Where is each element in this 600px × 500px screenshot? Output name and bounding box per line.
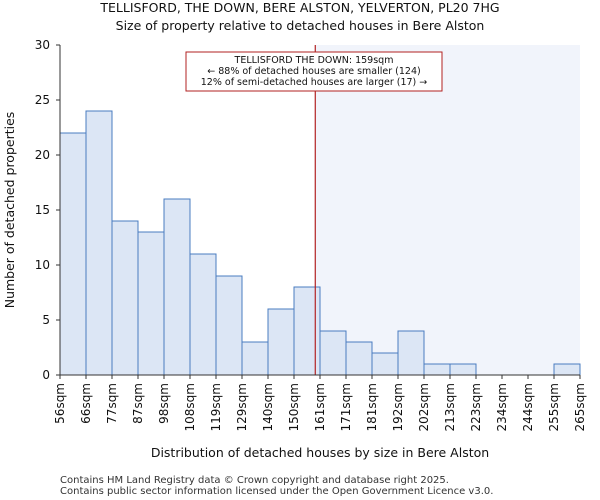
annotation-line3: 12% of semi-detached houses are larger (… xyxy=(201,77,428,88)
bar-150sqm xyxy=(293,286,321,376)
bars-group xyxy=(59,110,581,376)
x-tick-label-98sqm: 98sqm xyxy=(157,383,171,424)
y-tick-label-15: 15 xyxy=(35,203,50,217)
x-tick-label-161sqm: 161sqm xyxy=(313,383,327,431)
y-tick-label-20: 20 xyxy=(35,148,50,162)
bar-181sqm xyxy=(371,352,399,376)
x-tick-label-119sqm: 119sqm xyxy=(209,383,223,431)
bar-161sqm xyxy=(319,330,347,376)
y-tick-label-25: 25 xyxy=(35,93,50,107)
x-tick-label-202sqm: 202sqm xyxy=(417,383,431,431)
highlight-region xyxy=(315,45,580,375)
x-tick-label-56sqm: 56sqm xyxy=(53,383,67,424)
x-tick-label-87sqm: 87sqm xyxy=(131,383,145,424)
x-tick-label-129sqm: 129sqm xyxy=(235,383,249,431)
bar-108sqm xyxy=(189,253,217,376)
y-tick-label-0: 0 xyxy=(42,368,50,382)
y-tick-label-30: 30 xyxy=(35,38,50,52)
x-tick-label-234sqm: 234sqm xyxy=(495,383,509,431)
annotation-line1: TELLISFORD THE DOWN: 159sqm xyxy=(234,55,394,66)
x-tick-label-255sqm: 255sqm xyxy=(547,383,561,431)
x-tick-label-77sqm: 77sqm xyxy=(105,383,119,424)
bar-202sqm xyxy=(423,363,451,376)
x-tick-label-244sqm: 244sqm xyxy=(521,383,535,431)
annotation-border xyxy=(185,51,443,92)
bar-56sqm xyxy=(59,132,87,376)
x-tick-label-181sqm: 181sqm xyxy=(365,383,379,431)
annotation-box: TELLISFORD THE DOWN: 159sqm ← 88% of det… xyxy=(185,51,443,92)
bar-66sqm xyxy=(85,110,113,376)
x-tick-label-150sqm: 150sqm xyxy=(287,383,301,431)
bar-213sqm xyxy=(449,363,477,376)
x-tick-label-213sqm: 213sqm xyxy=(443,383,457,431)
x-tick-label-66sqm: 66sqm xyxy=(79,383,93,424)
bar-140sqm xyxy=(267,308,295,376)
bar-192sqm xyxy=(397,330,425,376)
bar-255sqm xyxy=(553,363,581,376)
bar-77sqm xyxy=(111,220,139,376)
x-tick-label-140sqm: 140sqm xyxy=(261,383,275,431)
bar-87sqm xyxy=(137,231,165,376)
y-tick-label-5: 5 xyxy=(42,313,50,327)
bar-171sqm xyxy=(345,341,373,376)
y-tick-label-10: 10 xyxy=(35,258,50,272)
footer-line1: Contains HM Land Registry data © Crown c… xyxy=(60,475,449,486)
y-ticks-group: 0 5 10 15 20 25 30 xyxy=(35,38,60,382)
x-tick-label-223sqm: 223sqm xyxy=(469,383,483,431)
x-ticks-group: 56sqm 66sqm 77sqm 87sqm 98sqm 108sqm 119sqm 129… xyxy=(53,375,587,431)
x-tick-label-192sqm: 192sqm xyxy=(391,383,405,431)
annotation-line2: ← 88% of detached houses are smaller (12… xyxy=(207,66,420,77)
bar-119sqm xyxy=(215,275,243,376)
bar-98sqm xyxy=(163,198,191,376)
x-tick-label-171sqm: 171sqm xyxy=(339,383,353,431)
footer-line2: Contains public sector information licen… xyxy=(60,486,493,497)
chart-title-line2: Size of property relative to detached ho… xyxy=(116,18,485,33)
x-axis-label: Distribution of detached houses by size … xyxy=(151,445,489,460)
x-tick-label-108sqm: 108sqm xyxy=(183,383,197,431)
chart-title-line1: TELLISFORD, THE DOWN, BERE ALSTON, YELVE… xyxy=(99,0,499,15)
bar-129sqm xyxy=(241,341,269,376)
y-axis-label: Number of detached properties xyxy=(2,112,17,309)
x-tick-label-265sqm: 265sqm xyxy=(573,383,587,431)
